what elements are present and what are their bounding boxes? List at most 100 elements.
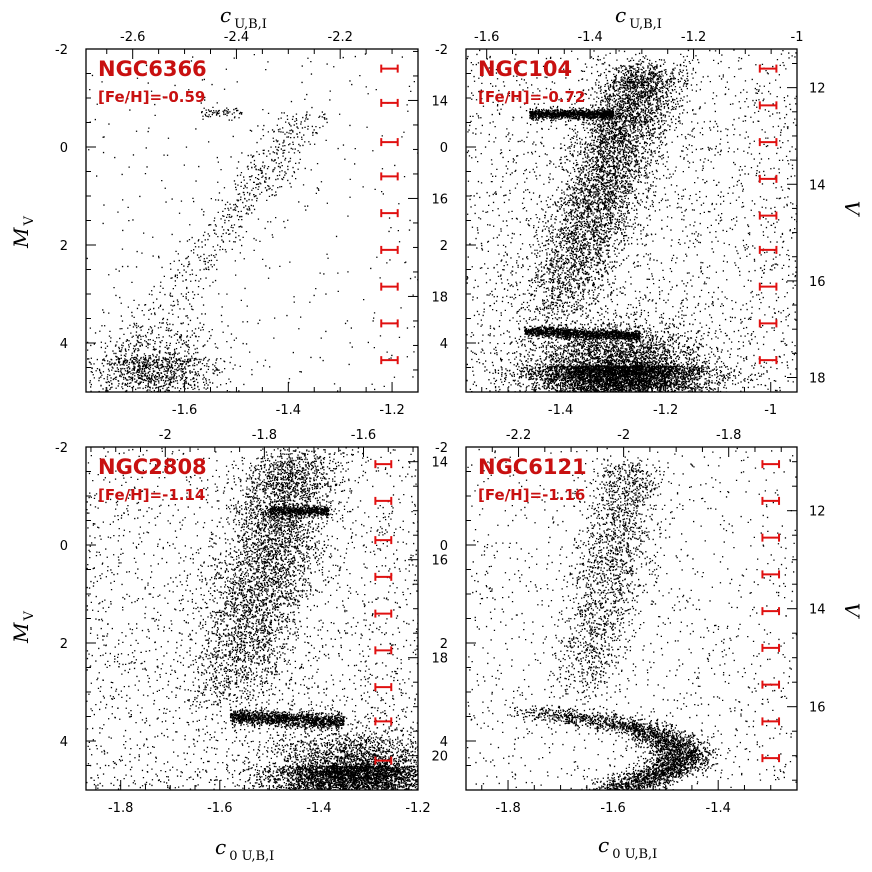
y-tick-label: -2 [435,43,448,58]
y-tick-label: 2 [440,239,448,254]
x-tick-label: -1.6 [600,801,625,816]
error-bar [758,138,778,147]
y-tick-label: 2 [440,637,448,652]
right-ylabel-bottom: V [840,603,864,620]
scatter-points [86,447,418,790]
error-bar [374,496,393,505]
metallicity-label: [Fe/H]=-0.72 [478,88,585,106]
top-x-tick-label: -1.4 [577,30,602,45]
x-tick-label: -1.8 [108,801,133,816]
error-bars [761,460,781,763]
x-tick-label: -1.6 [172,403,197,418]
top-xlabel-left: c U,B,I [220,3,267,32]
y-tick-label: -2 [55,43,68,58]
error-bar [761,496,781,505]
y-tick-label: 4 [60,337,68,352]
right-y-tick-label: 14 [809,178,826,193]
right-y-tick-label: 12 [809,82,826,97]
left-ylabel-top: MV [9,215,37,248]
error-bar [374,460,393,469]
error-bar [758,64,778,73]
error-bar [758,174,778,183]
error-bar [758,245,778,254]
right-y-tick-label: 14 [431,94,448,109]
panel-ngc104: -1.4 -1.2 -1 -1.6 -1.4 -1.2 -1 -2 0 2 4 12 14 16 18 NGC… [435,30,826,418]
top-x-tick-label: -2.2 [328,30,353,45]
error-bar [380,356,399,365]
panel-ngc6121: -1.8 -1.6 -1.4 -2.2 -2 -1.8 -2 0 2 4 12 14 16 NGC6121… [435,428,826,816]
error-bars [380,64,399,365]
error-bar [374,536,393,545]
x-tick-label: -1.8 [495,801,520,816]
error-bar [761,754,781,763]
scatter-points [467,447,797,790]
y-tick-label: 2 [60,239,68,254]
error-bar [758,356,778,365]
error-bar [380,64,399,73]
y-tick-label: -2 [55,441,68,456]
y-tick-label: 0 [440,141,448,156]
x-tick-label: -1.2 [379,403,404,418]
y-tick-label: 0 [440,539,448,554]
top-x-tick-label: -2 [159,428,172,443]
error-bar [761,533,781,542]
top-x-tick-label: -1.8 [252,428,277,443]
error-bar [758,282,778,291]
error-bar [761,643,781,652]
error-bar [380,172,399,181]
top-xlabel-right: c U,B,I [615,3,662,32]
top-x-tick-label: -1.2 [681,30,706,45]
error-bar [380,245,399,254]
top-x-tick-label: -2.6 [120,30,145,45]
right-y-tick-label: 12 [809,505,826,520]
error-bar [380,319,399,328]
top-x-tick-label: -1 [791,30,804,45]
panel-ngc2808: -1.8 -1.6 -1.4 -1.2-2 -1.8 -1.6-202414161820N… [55,428,448,816]
error-bar [374,572,393,581]
scatter-points [466,49,797,392]
y-tick-label: 4 [60,735,68,750]
error-bar [380,138,399,147]
error-bar [761,717,781,726]
top-x-tick-label: -1.6 [351,428,376,443]
top-x-tick-label: -1.6 [474,30,499,45]
y-tick-label: 4 [440,337,448,352]
right-y-tick-label: 14 [809,603,826,618]
error-bar [761,570,781,579]
x-tick-label: -1.4 [706,801,731,816]
error-bar [380,282,399,291]
y-tick-label: 4 [440,735,448,750]
metallicity-label: [Fe/H]=-0.59 [98,88,205,106]
top-x-tick-label: -2 [617,428,630,443]
error-bar [761,607,781,616]
metallicity-label: [Fe/H]=-1.14 [98,486,205,504]
y-tick-label: 2 [60,637,68,652]
cluster-name: NGC2808 [98,455,207,479]
error-bar [758,211,778,220]
error-bars [374,460,393,765]
x-tick-label: -1.6 [207,801,232,816]
cluster-name: NGC6121 [478,455,587,479]
error-bar [374,756,393,765]
error-bar [761,680,781,689]
y-tick-label: 0 [60,539,68,554]
y-tick-label: 0 [60,141,68,156]
x-tick-label: -1.2 [653,403,678,418]
right-y-tick-label: 20 [431,750,448,765]
x-tick-label: -1.4 [548,403,573,418]
left-ylabel-bottom: MV [9,610,37,643]
right-y-tick-label: 16 [431,554,448,569]
error-bar [758,319,778,328]
top-x-tick-label: -2.2 [506,428,531,443]
error-bars [758,64,778,365]
right-ylabel-top: V [840,201,864,218]
x-tick-label: -1 [764,403,777,418]
error-bar [758,101,778,110]
x-tick-label: -1.2 [405,801,430,816]
right-y-tick-label: 18 [431,290,448,305]
scatter-points [86,53,418,392]
x-tick-label: -1.4 [306,801,331,816]
